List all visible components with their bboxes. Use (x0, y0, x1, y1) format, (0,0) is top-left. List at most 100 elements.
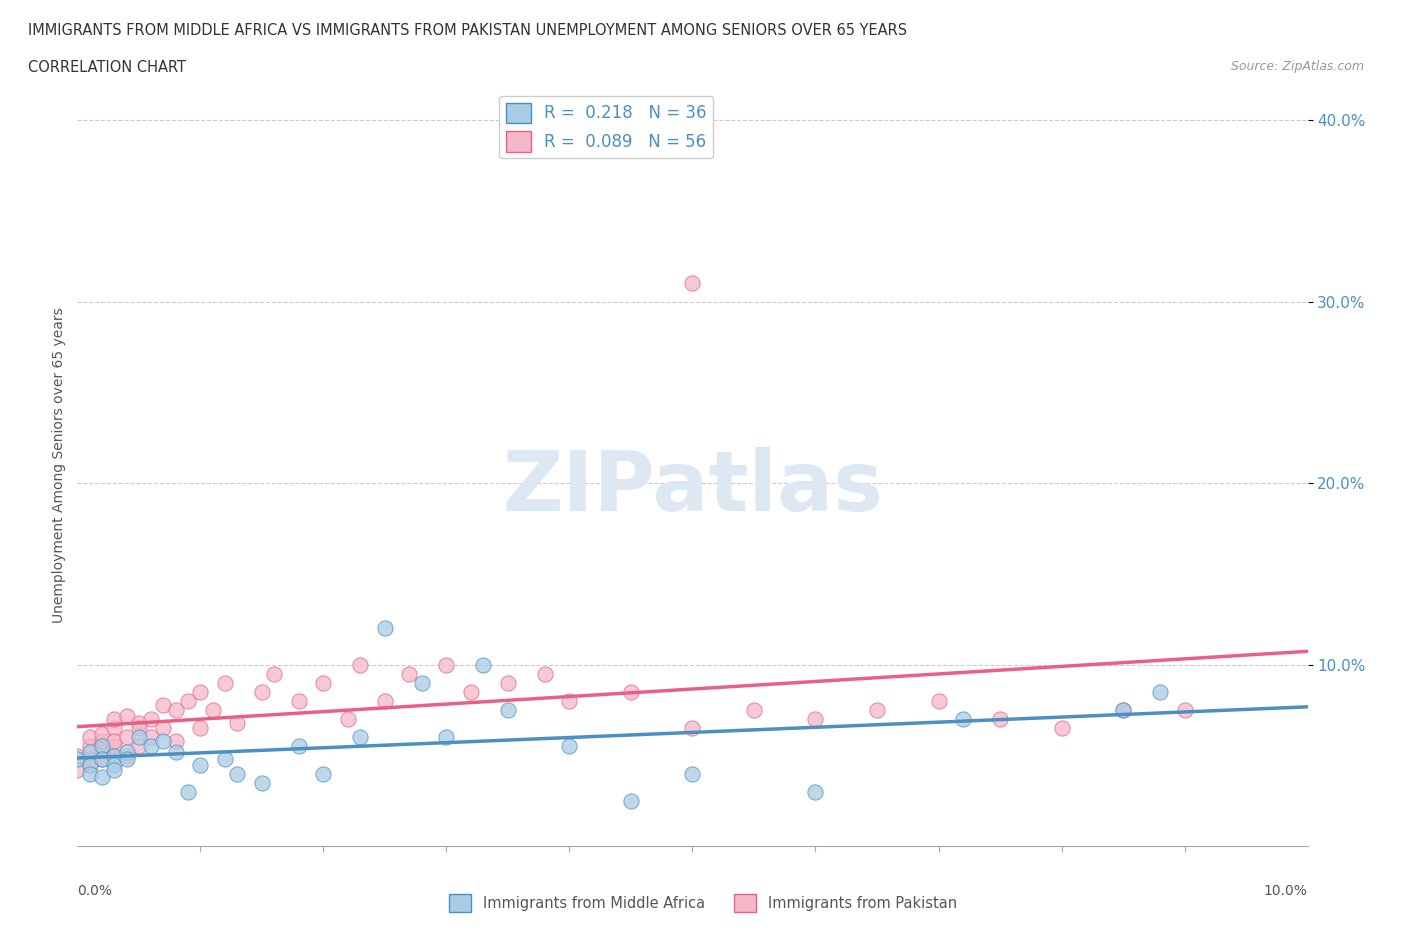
Point (79, 751, 101, 766)
Point (288, 694, 311, 709)
Point (115, 748, 138, 763)
Point (460, 684, 482, 699)
Point (188, 721, 212, 736)
Point (188, 684, 212, 699)
Point (90, 770, 114, 785)
Point (349, 658, 371, 672)
Point (436, 658, 458, 672)
Point (214, 675, 236, 690)
Point (103, 757, 125, 772)
Point (952, 711, 974, 726)
Point (128, 739, 150, 754)
Point (103, 748, 125, 763)
Point (90, 734, 114, 749)
Point (90, 726, 114, 741)
Point (374, 694, 396, 709)
Point (682, 766, 704, 781)
Point (1112, 703, 1135, 718)
Point (558, 694, 581, 709)
Point (66, 748, 89, 763)
Point (152, 698, 174, 712)
Point (496, 703, 519, 718)
Point (79, 739, 101, 754)
Point (103, 763, 125, 777)
Point (128, 730, 150, 745)
Point (115, 730, 138, 745)
Point (682, 721, 704, 736)
Point (620, 793, 643, 808)
Point (558, 739, 581, 754)
Point (103, 739, 125, 754)
Point (214, 751, 236, 766)
Point (1112, 703, 1135, 718)
Point (263, 667, 285, 682)
Point (1174, 703, 1197, 718)
Point (103, 734, 125, 749)
Text: 0.0%: 0.0% (77, 884, 112, 898)
Point (152, 721, 174, 736)
Point (1050, 721, 1073, 736)
Point (988, 711, 1011, 726)
Point (128, 715, 150, 730)
Point (66, 763, 89, 777)
Point (115, 744, 138, 759)
Point (201, 703, 224, 718)
Point (250, 776, 273, 790)
Point (103, 721, 125, 736)
Point (411, 675, 433, 690)
Point (79, 766, 101, 781)
Point (141, 730, 163, 745)
Point (804, 711, 827, 726)
Legend: Immigrants from Middle Africa, Immigrants from Pakistan: Immigrants from Middle Africa, Immigrant… (443, 888, 963, 918)
Point (79, 757, 101, 772)
Point (177, 694, 200, 709)
Point (90, 744, 114, 759)
Point (374, 621, 396, 636)
Text: IMMIGRANTS FROM MIDDLE AFRICA VS IMMIGRANTS FROM PAKISTAN UNEMPLOYMENT AMONG SEN: IMMIGRANTS FROM MIDDLE AFRICA VS IMMIGRA… (28, 23, 907, 38)
Point (141, 711, 163, 726)
Point (188, 757, 212, 772)
Point (90, 739, 114, 754)
Point (115, 708, 138, 723)
Point (66, 751, 89, 766)
Point (141, 739, 163, 754)
Point (436, 730, 458, 745)
Point (79, 730, 101, 745)
Point (250, 684, 273, 699)
Point (152, 734, 174, 749)
Point (534, 667, 557, 682)
Point (682, 276, 704, 291)
Point (804, 784, 827, 799)
Point (79, 757, 101, 772)
Point (165, 734, 187, 749)
Point (620, 684, 643, 699)
Legend: R =  0.218   N = 36, R =  0.089   N = 56: R = 0.218 N = 36, R = 0.089 N = 56 (499, 96, 713, 158)
Point (1149, 684, 1171, 699)
Point (866, 703, 889, 718)
Point (398, 667, 420, 682)
Point (312, 675, 335, 690)
Point (337, 711, 360, 726)
Point (90, 751, 114, 766)
Point (349, 730, 371, 745)
Point (177, 784, 200, 799)
Point (288, 739, 311, 754)
Point (226, 766, 249, 781)
Point (312, 766, 335, 781)
Point (115, 751, 138, 766)
Point (128, 721, 150, 736)
Point (79, 744, 101, 759)
Point (165, 703, 187, 718)
Point (472, 658, 495, 672)
Point (103, 711, 125, 726)
Point (165, 744, 187, 759)
Text: ZIPatlas: ZIPatlas (502, 447, 883, 528)
Text: Source: ZipAtlas.com: Source: ZipAtlas.com (1230, 60, 1364, 73)
Text: 10.0%: 10.0% (1264, 884, 1308, 898)
Text: CORRELATION CHART: CORRELATION CHART (28, 60, 186, 75)
Point (496, 675, 519, 690)
Point (90, 751, 114, 766)
Point (928, 694, 950, 709)
Y-axis label: Unemployment Among Seniors over 65 years: Unemployment Among Seniors over 65 years (52, 307, 66, 623)
Point (226, 715, 249, 730)
